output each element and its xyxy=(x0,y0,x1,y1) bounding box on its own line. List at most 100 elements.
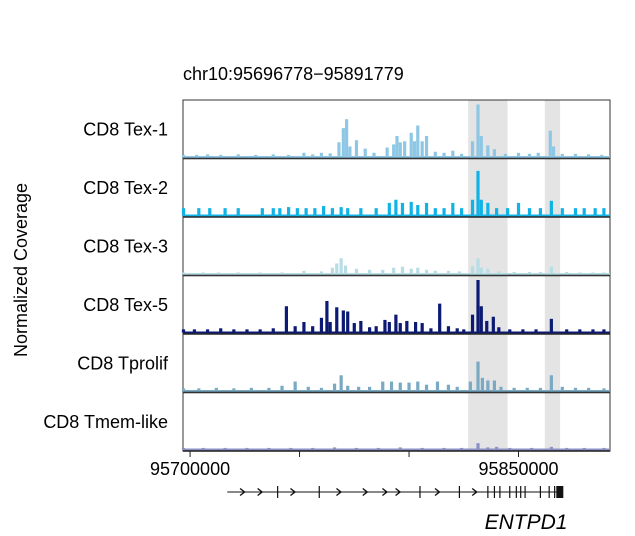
coverage-peak xyxy=(232,388,236,391)
coverage-peak xyxy=(337,142,341,157)
coverage-peak xyxy=(442,152,446,157)
coverage-peak xyxy=(586,387,591,391)
coverage-peak xyxy=(416,381,420,391)
coverage-peak xyxy=(416,125,420,157)
coverage-peak xyxy=(538,208,543,216)
coverage-peak xyxy=(223,208,227,216)
coverage-peak xyxy=(462,329,466,333)
coverage-peak xyxy=(602,447,606,450)
coverage-peak xyxy=(538,271,543,274)
coverage-peak xyxy=(527,271,532,274)
coverage-peak xyxy=(527,153,532,157)
coverage-peak xyxy=(512,387,516,391)
coverage-peak xyxy=(446,326,451,333)
track-label: CD8 Tprolif xyxy=(77,353,169,373)
coverage-peak xyxy=(339,207,343,216)
coverage-peak xyxy=(582,208,586,216)
coverage-peak xyxy=(505,208,510,216)
coverage-peak xyxy=(311,447,315,450)
gene-strand-arrow xyxy=(362,487,369,497)
coverage-peak xyxy=(267,447,271,450)
coverage-peak xyxy=(560,153,564,157)
coverage-peak xyxy=(470,199,475,216)
coverage-peak xyxy=(479,267,483,274)
coverage-peak xyxy=(413,322,418,333)
coverage-peak xyxy=(302,270,306,274)
coverage-peak xyxy=(476,361,480,391)
coverage-peak xyxy=(325,301,329,333)
coverage-peak xyxy=(219,328,223,333)
coverage-peak xyxy=(591,329,595,333)
coverage-peak xyxy=(319,271,324,274)
coverage-peak xyxy=(521,329,525,333)
coverage-peak xyxy=(407,382,411,391)
coverage-peak xyxy=(525,387,529,391)
gene-strand-arrow xyxy=(257,487,264,497)
coverage-peak xyxy=(354,268,359,274)
gene-name-label: ENTPD1 xyxy=(485,511,568,534)
coverage-peak xyxy=(538,387,543,391)
coverage-peak xyxy=(600,154,604,157)
coverage-peak xyxy=(586,154,591,157)
coverage-peak xyxy=(280,385,284,391)
coverage-peak xyxy=(479,136,483,157)
coverage-peak xyxy=(201,447,205,450)
coverage-peak xyxy=(459,208,464,216)
coverage-peak xyxy=(442,447,446,450)
coverage-peak xyxy=(383,319,387,333)
coverage-peak xyxy=(392,144,396,157)
coverage-peak xyxy=(258,329,262,333)
gene-model xyxy=(227,486,564,498)
coverage-peak xyxy=(330,267,334,274)
coverage-tracks: CD8 Tex-1 CD8 Tex-2 CD8 Tex-3 CD8 Tex-5 CD8 … xyxy=(43,99,611,452)
coverage-peak xyxy=(293,381,297,391)
coverage-peak xyxy=(459,153,464,157)
gene-strand-arrow xyxy=(395,487,402,497)
coverage-peak xyxy=(398,382,402,391)
gene-end-block xyxy=(556,486,564,498)
coverage-peak xyxy=(602,208,606,216)
coverage-peak xyxy=(497,327,501,333)
coverage-peak xyxy=(381,381,385,391)
coverage-peak xyxy=(343,265,348,274)
track-label: CD8 Tex-3 xyxy=(83,236,168,256)
coverage-peak xyxy=(476,280,480,333)
track-label: CD8 Tex-2 xyxy=(83,178,168,198)
coverage-peak xyxy=(302,152,306,157)
coverage-peak xyxy=(311,326,315,333)
coverage-peak xyxy=(249,387,253,391)
track-1: CD8 Tex-1 xyxy=(83,99,611,160)
coverage-peak xyxy=(345,119,349,157)
coverage-peak xyxy=(476,170,480,216)
coverage-peak xyxy=(385,147,389,157)
coverage-peak xyxy=(516,202,521,216)
coverage-peak xyxy=(433,208,437,216)
track-label: CD8 Tmem-like xyxy=(43,412,168,432)
coverage-peak xyxy=(442,208,446,216)
coverage-peak xyxy=(470,266,475,274)
coverage-peak xyxy=(319,387,324,391)
coverage-peak xyxy=(470,314,475,333)
coverage-peak xyxy=(573,153,578,157)
coverage-peak xyxy=(549,446,553,450)
coverage-peak xyxy=(424,269,429,274)
coverage-peak xyxy=(455,328,459,333)
coverage-peak xyxy=(258,272,262,274)
coverage-peak xyxy=(348,146,352,157)
coverage-peak xyxy=(319,152,324,157)
coverage-peak xyxy=(197,208,201,216)
coverage-peak xyxy=(492,149,497,157)
coverage-peak xyxy=(330,208,334,216)
coverage-peak xyxy=(295,208,299,216)
coverage-peak xyxy=(359,320,363,333)
coverage-peak xyxy=(602,272,606,274)
coverage-peak xyxy=(409,201,413,216)
coverage-peak xyxy=(357,386,361,391)
coverage-peak xyxy=(197,388,201,391)
coverage-peak xyxy=(313,208,317,216)
coverage-peak xyxy=(485,320,489,333)
gene-strand-arrow xyxy=(239,487,246,497)
coverage-peak xyxy=(560,208,564,216)
coverage-peak xyxy=(433,270,437,274)
coverage-peak xyxy=(346,385,350,391)
